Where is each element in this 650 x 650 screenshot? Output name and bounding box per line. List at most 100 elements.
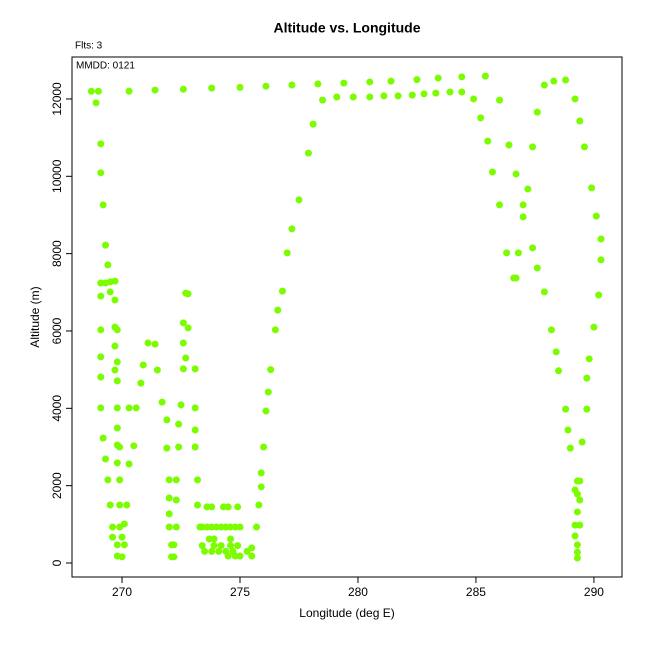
data-point [262,82,270,90]
data-point [264,388,272,396]
data-point [139,361,147,369]
data-point [288,225,296,233]
data-point [578,438,586,446]
data-point [99,201,107,209]
data-point [573,508,581,516]
data-point [163,444,171,452]
data-point [573,548,581,556]
data-point [274,306,282,314]
data-point [104,476,112,484]
data-point [484,137,492,145]
data-point [104,261,112,269]
data-point [503,249,511,257]
data-point [97,373,105,381]
data-point [571,486,579,494]
data-point [408,91,416,99]
data-point [260,443,268,451]
data-point [583,374,591,382]
data-point [210,535,218,543]
data-point [120,520,128,528]
data-point [314,80,322,88]
data-point [113,404,121,412]
data-point [111,342,119,350]
data-point [106,501,114,509]
data-point [113,541,121,549]
data-point [116,476,124,484]
data-point [191,404,199,412]
data-point [533,108,541,116]
data-point [194,501,202,509]
data-point [184,324,192,332]
data-point [97,140,105,148]
data-point [248,544,256,552]
data-point [481,72,489,80]
data-point [564,426,572,434]
y-tick-label: 4000 [50,395,64,422]
data-point [255,501,263,509]
data-point [227,542,235,550]
data-point [111,296,119,304]
data-point [179,365,187,373]
data-point [97,292,105,300]
data-point [97,404,105,412]
data-point [130,442,138,450]
data-point [234,503,242,511]
data-point [194,476,202,484]
data-point [248,552,256,560]
data-point [94,87,102,95]
data-point [547,326,555,334]
data-point [555,367,563,375]
chart-title: Altitude vs. Longitude [274,20,421,36]
data-point [158,398,166,406]
data-point [118,553,126,561]
y-tick-label: 6000 [50,317,64,344]
data-point [224,503,232,511]
data-point [170,553,178,561]
data-point [111,277,119,285]
y-tick-label: 12000 [50,82,64,116]
data-point [125,404,133,412]
data-point [87,87,95,95]
data-point [236,523,244,531]
data-point [458,73,466,81]
data-point [208,547,216,555]
data-point [165,523,173,531]
data-point [153,366,161,374]
data-point [588,184,596,192]
date-label: MMDD: 0121 [76,61,135,72]
data-point [562,76,570,84]
data-point [172,496,180,504]
data-point [97,326,105,334]
data-point [295,196,303,204]
data-point [550,77,558,85]
data-point [92,99,100,107]
x-tick-label: 290 [584,585,604,599]
data-point [496,201,504,209]
data-point [125,460,133,468]
data-point [540,81,548,89]
data-point [458,88,466,96]
y-tick-label: 8000 [50,240,64,267]
data-point [198,542,206,550]
data-point [113,424,121,432]
data-point [175,443,183,451]
data-point [172,523,180,531]
x-tick-label: 270 [112,585,132,599]
data-point [529,244,537,252]
data-point [562,405,570,413]
data-point [184,290,192,298]
data-point [191,443,199,451]
y-tick-label: 0 [50,559,64,566]
flights-label: Flts: 3 [75,41,103,52]
data-point [177,401,185,409]
data-point [106,288,114,296]
data-point [366,93,374,101]
data-point [123,501,131,509]
data-point [201,547,209,555]
data-point [380,92,388,100]
data-point [349,93,357,101]
data-point [215,547,223,555]
data-point [191,365,199,373]
data-point [210,542,218,550]
